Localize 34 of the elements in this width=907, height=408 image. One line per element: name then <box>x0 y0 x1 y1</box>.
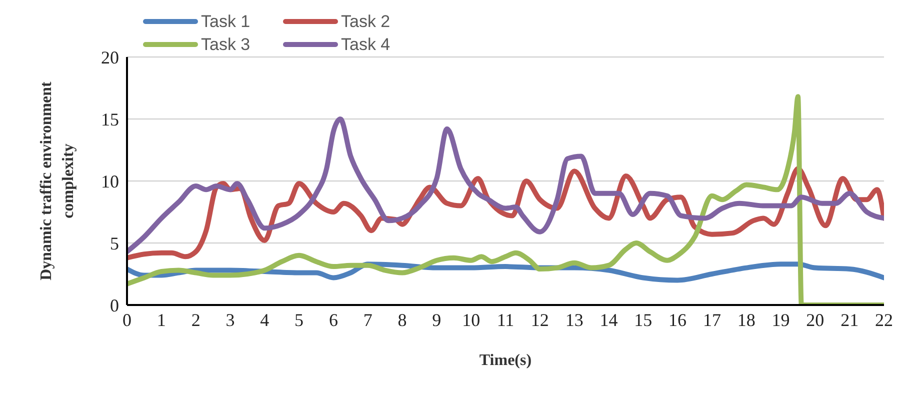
x-tick-label: 12 <box>530 310 549 330</box>
y-tick-label: 0 <box>110 295 119 316</box>
x-tick-label: 0 <box>122 310 132 330</box>
x-tick-label: 11 <box>496 310 514 330</box>
x-tick-label: 2 <box>191 310 200 330</box>
y-axis-title: Dynamic traffic environment complexity <box>37 80 78 282</box>
y-tick-label: 20 <box>101 47 119 68</box>
x-tick-label: 22 <box>875 310 893 330</box>
x-tick-label: 15 <box>634 310 652 330</box>
legend-label: Task 1 <box>201 11 250 33</box>
x-tick-label: 16 <box>668 310 687 330</box>
y-tick-label: 5 <box>110 233 119 254</box>
x-tick-label: 9 <box>432 310 442 330</box>
x-tick-label: 5 <box>294 310 304 330</box>
x-tick-label: 19 <box>772 310 790 330</box>
x-tick-label: 21 <box>840 310 859 330</box>
y-tick-label: 15 <box>101 109 119 130</box>
legend-label: Task 2 <box>341 11 390 33</box>
x-tick-label: 1 <box>156 310 166 330</box>
x-tick-label: 3 <box>226 310 235 330</box>
x-tick-label: 17 <box>702 310 721 330</box>
x-axis-title: Time(s) <box>479 352 532 369</box>
x-tick-label: 18 <box>737 310 756 330</box>
x-tick-label: 10 <box>462 310 480 330</box>
x-tick-label: 20 <box>806 310 824 330</box>
x-tick-label: 4 <box>260 310 270 330</box>
x-tick-label: 6 <box>328 310 338 330</box>
legend-label: Task 3 <box>201 34 250 56</box>
y-tick-label: 10 <box>101 171 119 192</box>
legend-label: Task 4 <box>341 34 390 56</box>
x-tick-label: 8 <box>398 310 407 330</box>
x-tick-label: 14 <box>600 310 618 330</box>
x-tick-label: 7 <box>363 310 372 330</box>
x-tick-label: 13 <box>565 310 584 330</box>
